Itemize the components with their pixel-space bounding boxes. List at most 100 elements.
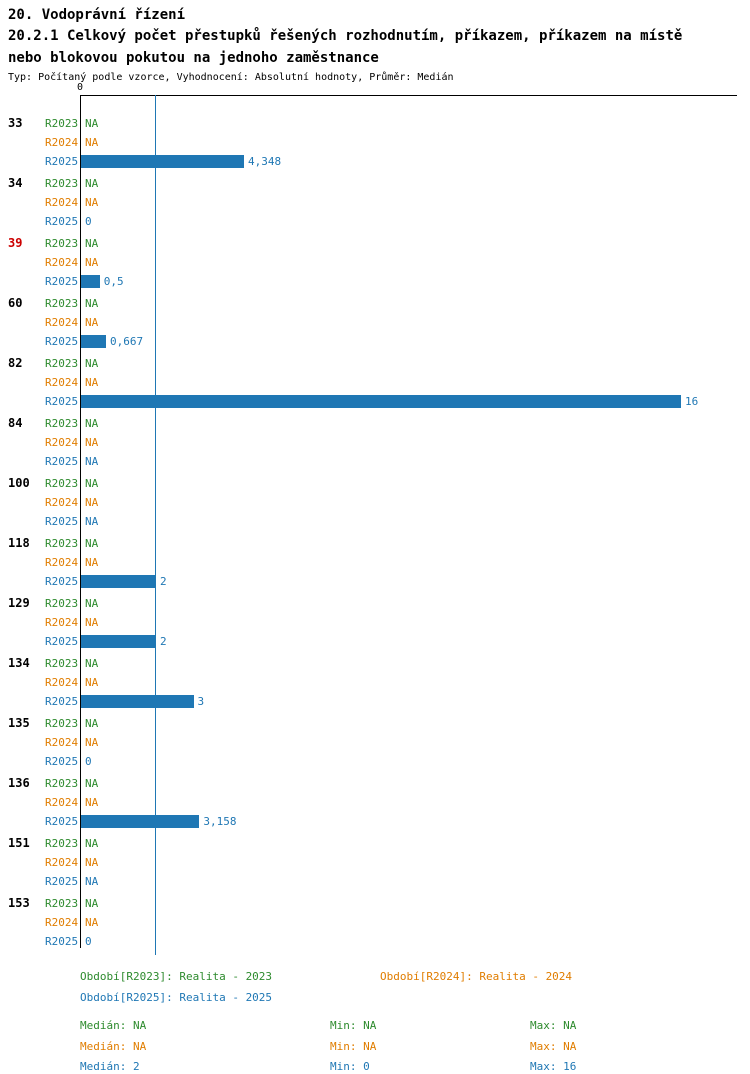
series-label-r2024: R2024 [45, 796, 79, 809]
category-label-39: 39 [8, 236, 23, 250]
value-label-60-r2023: NA [85, 297, 99, 310]
value-label-135-r2024: NA [85, 736, 99, 749]
series-label-r2024: R2024 [45, 136, 79, 149]
series-label-r2023: R2023 [45, 897, 79, 910]
bar-row-134-r2025: R2025 3 [0, 692, 750, 711]
bar-row-153-r2024: R2024 NA [0, 913, 750, 932]
bar-row-82-r2025: R2025 16 [0, 392, 750, 411]
subtitle-line-2: nebo blokovou pokutou na jednoho zaměstn… [8, 50, 379, 66]
value-label-34-r2024: NA [85, 196, 99, 209]
legend-period-r2023: Období[R2023]: Realita - 2023 [80, 970, 273, 983]
value-label-84-r2025: NA [85, 455, 99, 468]
bar-row-84-r2023: R2023 NA [0, 414, 750, 433]
value-label-136-r2024: NA [85, 796, 99, 809]
category-label-136: 136 [8, 776, 30, 790]
category-group-60: 60 R2023 NA R2024 NA R2025 0,667 [0, 294, 750, 354]
bar-60-r2025 [81, 335, 106, 348]
bar-row-136-r2024: R2024 NA [0, 793, 750, 812]
bar-39-r2025 [81, 275, 100, 288]
series-label-r2023: R2023 [45, 297, 79, 310]
category-group-136: 136 R2023 NA R2024 NA R2025 3,158 [0, 774, 750, 834]
series-label-r2024: R2024 [45, 856, 79, 869]
legend-period-r2025: Období[R2025]: Realita - 2025 [80, 991, 273, 1004]
legend-median-r2023: Medián: NA [80, 1019, 147, 1032]
category-group-33: 33 R2023 NA R2024 NA R2025 4,348 [0, 114, 750, 174]
series-label-r2024: R2024 [45, 616, 79, 629]
series-label-r2025: R2025 [45, 815, 79, 828]
series-label-r2024: R2024 [45, 436, 79, 449]
value-label-151-r2024: NA [85, 856, 99, 869]
value-label-39-r2025: 0,5 [103, 275, 124, 288]
value-label-33-r2025: 4,348 [248, 155, 282, 168]
series-label-r2023: R2023 [45, 657, 79, 670]
bar-row-60-r2023: R2023 NA [0, 294, 750, 313]
category-group-153: 153 R2023 NA R2024 NA R2025 0 [0, 894, 750, 954]
value-label-84-r2024: NA [85, 436, 99, 449]
value-label-39-r2023: NA [85, 237, 99, 250]
x-axis-origin-tick: 0 [76, 82, 84, 93]
bar-82-r2025 [81, 395, 681, 408]
value-label-60-r2025: 0,667 [110, 335, 144, 348]
series-label-r2025: R2025 [45, 455, 79, 468]
value-label-151-r2025: NA [85, 875, 99, 888]
value-label-134-r2025: 3 [197, 695, 205, 708]
bar-row-151-r2023: R2023 NA [0, 834, 750, 853]
value-label-118-r2024: NA [85, 556, 99, 569]
series-label-r2024: R2024 [45, 916, 79, 929]
category-group-82: 82 R2023 NA R2024 NA R2025 16 [0, 354, 750, 414]
bar-row-60-r2025: R2025 0,667 [0, 332, 750, 351]
value-label-153-r2024: NA [85, 916, 99, 929]
bar-row-129-r2024: R2024 NA [0, 613, 750, 632]
value-label-60-r2024: NA [85, 316, 99, 329]
value-label-39-r2024: NA [85, 256, 99, 269]
chart-legend: Období[R2023]: Realita - 2023 Období[R20… [0, 966, 750, 1074]
series-label-r2025: R2025 [45, 215, 79, 228]
median-reference-line [155, 95, 156, 955]
category-label-82: 82 [8, 356, 23, 370]
bar-row-33-r2024: R2024 NA [0, 133, 750, 152]
category-group-84: 84 R2023 NA R2024 NA R2025 NA [0, 414, 750, 474]
y-axis-line [80, 95, 81, 948]
bar-row-129-r2025: R2025 2 [0, 632, 750, 651]
value-label-82-r2023: NA [85, 357, 99, 370]
value-label-33-r2023: NA [85, 117, 99, 130]
bar-33-r2025 [81, 155, 245, 168]
series-label-r2025: R2025 [45, 275, 79, 288]
chart-subtitle: 20.2.1 Celkový počet přestupků řešených … [8, 25, 742, 69]
series-label-r2025: R2025 [45, 755, 79, 768]
series-label-r2023: R2023 [45, 837, 79, 850]
category-label-84: 84 [8, 416, 23, 430]
category-label-134: 134 [8, 656, 30, 670]
series-label-r2025: R2025 [45, 695, 79, 708]
value-label-153-r2023: NA [85, 897, 99, 910]
bar-row-136-r2023: R2023 NA [0, 774, 750, 793]
category-group-135: 135 R2023 NA R2024 NA R2025 0 [0, 714, 750, 774]
series-label-r2024: R2024 [45, 556, 79, 569]
x-axis-line [80, 95, 737, 96]
bar-row-100-r2023: R2023 NA [0, 474, 750, 493]
bar-row-136-r2025: R2025 3,158 [0, 812, 750, 831]
series-label-r2024: R2024 [45, 196, 79, 209]
series-label-r2025: R2025 [45, 335, 79, 348]
category-label-129: 129 [8, 596, 30, 610]
series-label-r2023: R2023 [45, 177, 79, 190]
series-label-r2024: R2024 [45, 736, 79, 749]
bar-row-82-r2023: R2023 NA [0, 354, 750, 373]
value-label-151-r2023: NA [85, 837, 99, 850]
category-group-34: 34 R2023 NA R2024 NA R2025 0 [0, 174, 750, 234]
value-label-129-r2025: 2 [160, 635, 167, 648]
bar-row-153-r2023: R2023 NA [0, 894, 750, 913]
bar-row-33-r2023: R2023 NA [0, 114, 750, 133]
bar-134-r2025 [81, 695, 194, 708]
bar-row-34-r2023: R2023 NA [0, 174, 750, 193]
series-label-r2024: R2024 [45, 676, 79, 689]
series-label-r2025: R2025 [45, 515, 79, 528]
chart-meta: Typ: Počítaný podle vzorce, Vyhodnocení:… [8, 72, 454, 83]
bar-row-33-r2025: R2025 4,348 [0, 152, 750, 171]
bar-row-34-r2024: R2024 NA [0, 193, 750, 212]
series-label-r2023: R2023 [45, 777, 79, 790]
series-label-r2023: R2023 [45, 417, 79, 430]
value-label-134-r2024: NA [85, 676, 99, 689]
legend-min-r2024: Min: NA [330, 1039, 377, 1053]
bar-row-82-r2024: R2024 NA [0, 373, 750, 392]
